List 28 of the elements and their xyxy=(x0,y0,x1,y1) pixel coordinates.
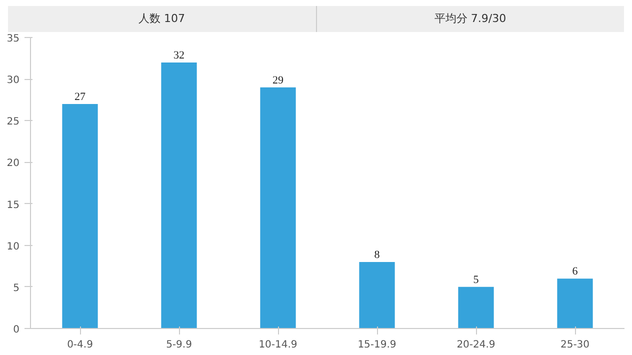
bar xyxy=(161,62,197,328)
bar xyxy=(359,262,395,328)
bar xyxy=(260,87,296,328)
x-tick-label: 10-14.9 xyxy=(258,340,298,350)
data-label: 32 xyxy=(174,49,184,62)
bar xyxy=(62,104,98,328)
bar xyxy=(458,286,494,328)
x-tick-label: 0-4.9 xyxy=(67,340,93,350)
bar xyxy=(557,278,593,328)
y-tick-label: 20 xyxy=(6,158,20,170)
y-tick-label: 5 xyxy=(13,282,20,294)
x-tick-label: 20-24.9 xyxy=(456,340,496,350)
x-tick-label: 5-9.9 xyxy=(166,340,192,350)
y-tick-label: 15 xyxy=(6,200,20,211)
data-label: 27 xyxy=(74,91,86,104)
data-label: 5 xyxy=(473,274,480,286)
y-tick-label: 30 xyxy=(6,75,20,86)
y-tick-label: 35 xyxy=(6,34,20,44)
y-tick-label: 25 xyxy=(6,116,20,128)
data-label: 6 xyxy=(572,266,578,278)
y-tick-label: 0 xyxy=(13,324,20,336)
x-tick-label: 25-30 xyxy=(560,340,590,350)
data-label: 8 xyxy=(374,248,380,261)
x-tick-label: 15-19.9 xyxy=(358,340,396,350)
data-label: 29 xyxy=(272,74,284,86)
chart-subtitle: 平均分 7.9/30 xyxy=(433,11,508,27)
y-tick-label: 10 xyxy=(6,241,20,252)
chart-title: 人数 107 xyxy=(8,6,316,32)
